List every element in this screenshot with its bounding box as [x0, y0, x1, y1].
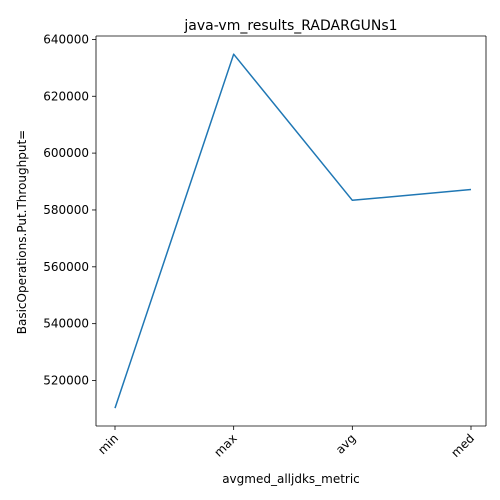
y-tick-label: 520000	[43, 374, 89, 388]
y-tick-label: 600000	[43, 146, 89, 160]
y-axis-label: BasicOperations.Put.Throughput=	[15, 130, 29, 334]
series-line	[114, 53, 472, 409]
y-tick-label: 540000	[43, 317, 89, 331]
y-tick-label: 640000	[43, 32, 89, 46]
y-tick-label: 620000	[43, 89, 89, 103]
y-tick-label: 580000	[43, 203, 89, 217]
y-tick-label: 560000	[43, 260, 89, 274]
x-axis-label: avgmed_alljdks_metric	[222, 472, 360, 486]
chart-title: java-vm_results_RADARGUNs1	[183, 18, 397, 34]
